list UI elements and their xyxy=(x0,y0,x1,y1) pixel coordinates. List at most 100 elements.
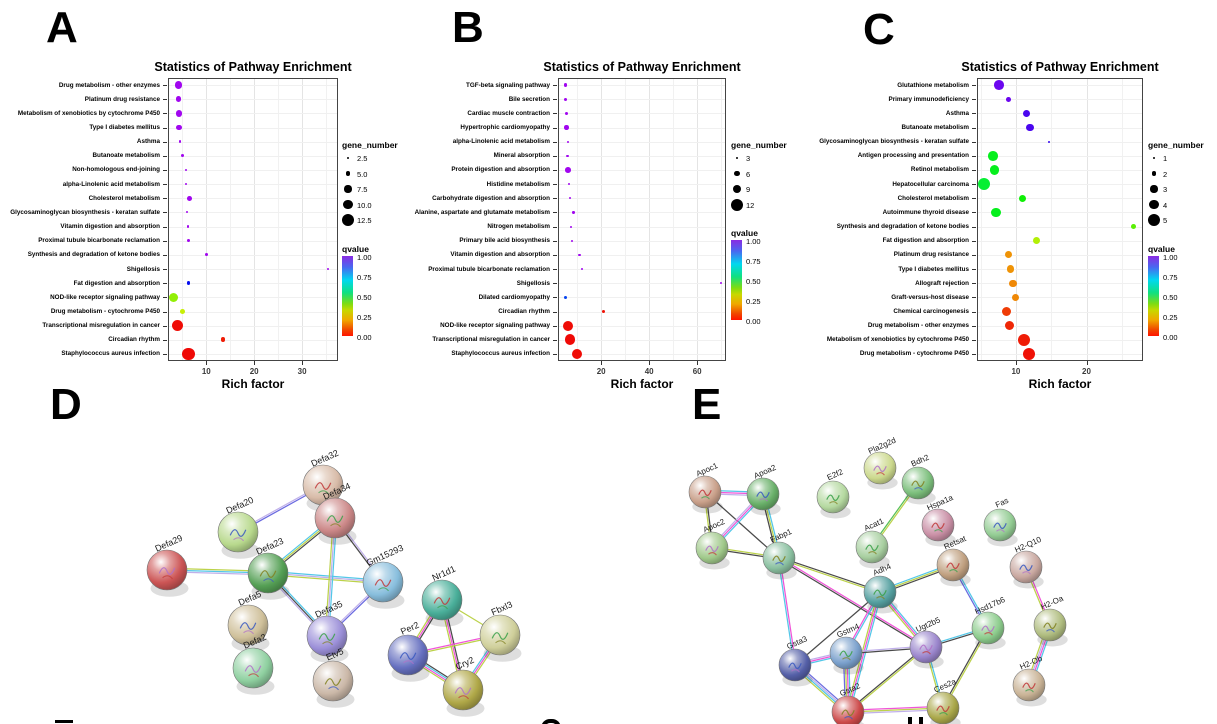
qvalue-gradient-bar xyxy=(342,255,353,336)
x-tick-label: 10 xyxy=(1011,367,1021,376)
protein-structure-glyph xyxy=(996,529,1005,533)
gene-number-legend-title: gene_number xyxy=(342,140,398,150)
protein-structure-glyph xyxy=(495,640,506,645)
protein-structure-glyph xyxy=(437,605,448,610)
protein-structure-glyph xyxy=(993,522,1007,530)
protein-structure-glyph xyxy=(229,529,247,537)
protein-structure-glyph xyxy=(756,491,770,499)
network-node-label-Apoc1: Apoc1 xyxy=(695,461,720,479)
pathway-bubble xyxy=(1131,224,1137,229)
pathway-label: Shigellosis xyxy=(516,279,550,287)
gene-number-legend-dot xyxy=(734,170,740,177)
pathway-label: Fat digestion and absorption xyxy=(882,237,969,245)
protein-structure-glyph xyxy=(403,660,414,665)
protein-structure-glyph xyxy=(839,650,853,658)
protein-structure-glyph xyxy=(162,575,173,580)
pathway-label: Platinum drug resistance xyxy=(893,251,969,259)
pathway-bubble xyxy=(171,319,184,332)
gene-number-legend-dot xyxy=(1151,171,1157,176)
x-tick-label: 30 xyxy=(297,367,307,376)
protein-structure-glyph xyxy=(791,669,800,673)
x-tick-label: 10 xyxy=(201,367,211,376)
protein-structure-glyph xyxy=(454,687,472,695)
protein-structure-glyph xyxy=(939,712,948,716)
protein-structure-glyph xyxy=(399,652,417,660)
protein-structure-glyph xyxy=(914,487,923,491)
protein-structure-glyph xyxy=(324,678,342,686)
pathway-label: Glycosaminoglycan biosynthesis - keratan… xyxy=(819,138,969,146)
cut-letter-h-left xyxy=(908,717,912,724)
qvalue-legend-value: 0.50 xyxy=(357,292,372,302)
network-edge-Apoc1-Fabp1 xyxy=(704,491,780,559)
x-tick-label: 20 xyxy=(596,367,606,376)
qvalue-legend-value: 0.75 xyxy=(1163,272,1178,282)
pathway-bubble xyxy=(186,225,190,228)
pathway-bubble xyxy=(1006,96,1012,102)
pathway-bubble xyxy=(327,267,330,271)
protein-structure-glyph xyxy=(981,625,995,633)
protein-structure-glyph xyxy=(314,482,332,490)
network-edge-Adh4-Gsta2 xyxy=(845,591,879,712)
pathway-label: Staphylococcus aureus infection xyxy=(451,350,550,358)
protein-structure-glyph xyxy=(788,662,802,670)
pathway-label: Cholesterol metabolism xyxy=(897,194,969,202)
gene-number-legend-title: gene_number xyxy=(1148,140,1204,150)
gene-number-legend-value: 5 xyxy=(1163,216,1168,225)
pathway-bubble xyxy=(168,292,179,303)
pathway-bubble xyxy=(564,334,576,346)
gene-number-legend-dot xyxy=(345,171,351,176)
pathway-label: Proximal tubule bicarbonate reclamation xyxy=(38,237,160,245)
network-edge-Fabp1-Adh4 xyxy=(778,558,880,594)
pathway-bubble xyxy=(1011,293,1019,301)
protein-structure-glyph xyxy=(458,695,469,700)
pathway-label: Histidine metabolism xyxy=(486,180,550,188)
gene-number-legend-dot xyxy=(1149,199,1159,210)
pathway-label: Mineral absorption xyxy=(493,152,550,160)
qvalue-legend-value: 0.75 xyxy=(746,257,761,266)
pathway-bubble xyxy=(572,211,575,214)
pathway-label: Nitrogen metabolism xyxy=(487,223,550,231)
protein-structure-glyph xyxy=(844,716,853,720)
qvalue-legend-value: 0.25 xyxy=(357,312,372,322)
gene-number-legend-value: 5.0 xyxy=(357,169,368,179)
protein-structure-glyph xyxy=(946,562,960,570)
pathway-bubble xyxy=(180,309,185,314)
pathway-bubble xyxy=(989,165,1000,175)
pathway-label: Drug metabolism - other enzymes xyxy=(58,81,160,89)
protein-structure-glyph xyxy=(873,589,887,597)
protein-structure-glyph xyxy=(919,644,933,652)
network-node-label-Fabp1: Fabp1 xyxy=(769,527,794,545)
x-axis-label-B: Rich factor xyxy=(610,377,674,391)
protein-structure-glyph xyxy=(876,596,885,600)
protein-structure-glyph xyxy=(936,705,950,713)
pathway-bubble xyxy=(1004,320,1015,331)
chart-title-C: Statistics of Pathway Enrichment xyxy=(961,60,1159,74)
pathway-label: Bile secretion xyxy=(508,95,550,103)
gene-number-legend-dot xyxy=(1150,185,1158,193)
gene-number-legend-value: 4 xyxy=(1163,200,1168,210)
protein-structure-glyph xyxy=(984,632,993,636)
protein-structure-glyph xyxy=(705,545,719,553)
gene-number-legend-value: 3 xyxy=(1163,185,1168,194)
gene-number-legend-value: 2 xyxy=(1163,169,1168,179)
qvalue-legend-title: qvalue xyxy=(342,243,369,254)
network-edge-Fabp1-Ugt2b5 xyxy=(778,558,926,649)
pathway-label: Fat digestion and absorption xyxy=(73,279,160,287)
protein-structure-glyph xyxy=(772,555,786,563)
x-axis-label-C: Rich factor xyxy=(1028,377,1092,391)
protein-structure-glyph xyxy=(233,537,244,542)
pathway-label: Butanoate metabolism xyxy=(92,152,160,160)
pathway-bubble xyxy=(1047,140,1051,143)
pathway-label: Platinum drug resistance xyxy=(84,95,160,103)
network-edge-Fabp1-Gsta3 xyxy=(779,557,797,665)
pathway-bubble xyxy=(186,211,189,214)
pathway-label: Cardiac muscle contraction xyxy=(467,109,550,117)
pathway-bubble xyxy=(1009,279,1017,287)
gene-number-legend-dot xyxy=(343,199,353,210)
pathway-label: Circadian rhythm xyxy=(108,336,160,344)
protein-structure-glyph xyxy=(922,651,931,655)
pathway-bubble xyxy=(178,140,182,144)
pathway-label: Graft-versus-host disease xyxy=(891,293,969,301)
pathway-label: Butanoate metabolism xyxy=(901,124,969,132)
panel-letter-c: C xyxy=(863,5,895,54)
